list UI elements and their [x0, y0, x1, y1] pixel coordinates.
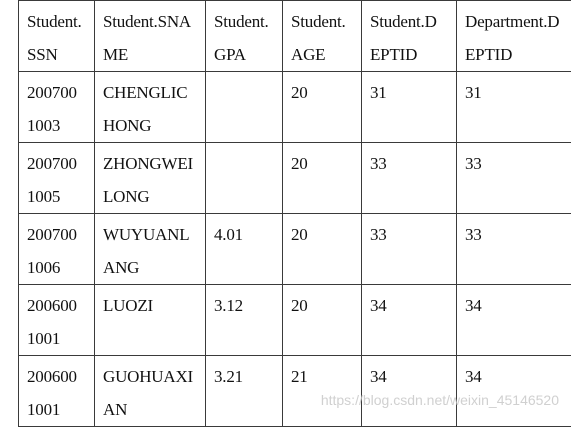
header-text: SSN [27, 45, 58, 64]
cell-text: 34 [370, 367, 387, 386]
cell-ssn: 200600 1001 [19, 356, 95, 427]
cell-text: 34 [465, 296, 482, 315]
cell-text: 1003 [27, 116, 60, 135]
cell-gpa [206, 72, 283, 143]
cell-text: 31 [465, 83, 482, 102]
table-row: 200600 1001 LUOZI 3.12 20 34 34 [19, 285, 571, 356]
cell-gpa: 3.12 [206, 285, 283, 356]
table-row: 200700 1003 CHENGLIC HONG 20 31 31 [19, 72, 571, 143]
header-text: Student.D [370, 12, 437, 31]
cell-text: 34 [465, 367, 482, 386]
cell-text: 1001 [27, 400, 60, 419]
table-row: 200700 1006 WUYUANL ANG 4.01 20 33 33 [19, 214, 571, 285]
cell-sname: LUOZI [95, 285, 206, 356]
header-text: Department.D [465, 12, 559, 31]
cell-sname: CHENGLIC HONG [95, 72, 206, 143]
cell-text: 200600 [27, 367, 77, 386]
cell-text: ANG [103, 258, 139, 277]
header-cell-gpa: Student. GPA [206, 1, 283, 72]
header-cell-ssn: Student. SSN [19, 1, 95, 72]
cell-student-deptid: 34 [362, 285, 457, 356]
header-cell-sname: Student.SNA ME [95, 1, 206, 72]
cell-text: 20 [291, 296, 308, 315]
header-text: Student. [291, 12, 346, 31]
cell-text: 3.21 [214, 367, 243, 386]
cell-student-deptid: 33 [362, 143, 457, 214]
cell-text: 4.01 [214, 225, 243, 244]
header-text: Student. [27, 12, 82, 31]
cell-text: 20 [291, 225, 308, 244]
cell-text: 200700 [27, 83, 77, 102]
header-cell-department-deptid: Department.D EPTID [457, 1, 571, 72]
cell-age: 20 [283, 214, 362, 285]
cell-age: 20 [283, 72, 362, 143]
cell-text: 1001 [27, 329, 60, 348]
cell-text: ZHONGWEI [103, 154, 193, 173]
cell-age: 21 [283, 356, 362, 427]
cell-text: 3.12 [214, 296, 243, 315]
cell-gpa [206, 143, 283, 214]
cell-student-deptid: 34 [362, 356, 457, 427]
cell-text: 20 [291, 154, 308, 173]
cell-text: 33 [370, 154, 387, 173]
cell-ssn: 200700 1003 [19, 72, 95, 143]
cell-age: 20 [283, 143, 362, 214]
cell-text: 1005 [27, 187, 60, 206]
cell-text: 33 [370, 225, 387, 244]
header-text: GPA [214, 45, 246, 64]
cell-text: 21 [291, 367, 308, 386]
header-text: Student. [214, 12, 269, 31]
cell-text: 31 [370, 83, 387, 102]
cell-text: CHENGLIC [103, 83, 187, 102]
cell-department-deptid: 34 [457, 285, 571, 356]
cell-ssn: 200700 1005 [19, 143, 95, 214]
header-text: ME [103, 45, 128, 64]
cell-text: 200700 [27, 154, 77, 173]
cell-text: 200700 [27, 225, 77, 244]
cell-ssn: 200600 1001 [19, 285, 95, 356]
cell-gpa: 3.21 [206, 356, 283, 427]
header-text: EPTID [370, 45, 417, 64]
cell-department-deptid: 33 [457, 214, 571, 285]
cell-sname: GUOHUAXI AN [95, 356, 206, 427]
cell-department-deptid: 31 [457, 72, 571, 143]
cell-text: GUOHUAXI [103, 367, 193, 386]
header-cell-age: Student. AGE [283, 1, 362, 72]
cell-student-deptid: 31 [362, 72, 457, 143]
table-row: 200700 1005 ZHONGWEI LONG 20 33 33 [19, 143, 571, 214]
header-text: EPTID [465, 45, 512, 64]
cell-text: 33 [465, 154, 482, 173]
cell-text: 34 [370, 296, 387, 315]
cell-age: 20 [283, 285, 362, 356]
header-cell-student-deptid: Student.D EPTID [362, 1, 457, 72]
cell-ssn: 200700 1006 [19, 214, 95, 285]
table-row: 200600 1001 GUOHUAXI AN 3.21 21 34 34 [19, 356, 571, 427]
header-text: Student.SNA [103, 12, 191, 31]
header-text: AGE [291, 45, 325, 64]
cell-gpa: 4.01 [206, 214, 283, 285]
cell-student-deptid: 33 [362, 214, 457, 285]
cell-text: 200600 [27, 296, 77, 315]
cell-text: 33 [465, 225, 482, 244]
cell-text: HONG [103, 116, 151, 135]
cell-department-deptid: 34 [457, 356, 571, 427]
cell-text: AN [103, 400, 127, 419]
cell-sname: WUYUANL ANG [95, 214, 206, 285]
cell-text: WUYUANL [103, 225, 189, 244]
cell-department-deptid: 33 [457, 143, 571, 214]
cell-sname: ZHONGWEI LONG [95, 143, 206, 214]
cell-text: 20 [291, 83, 308, 102]
cell-text: LONG [103, 187, 149, 206]
cell-text: LUOZI [103, 296, 153, 315]
cell-text: 1006 [27, 258, 60, 277]
